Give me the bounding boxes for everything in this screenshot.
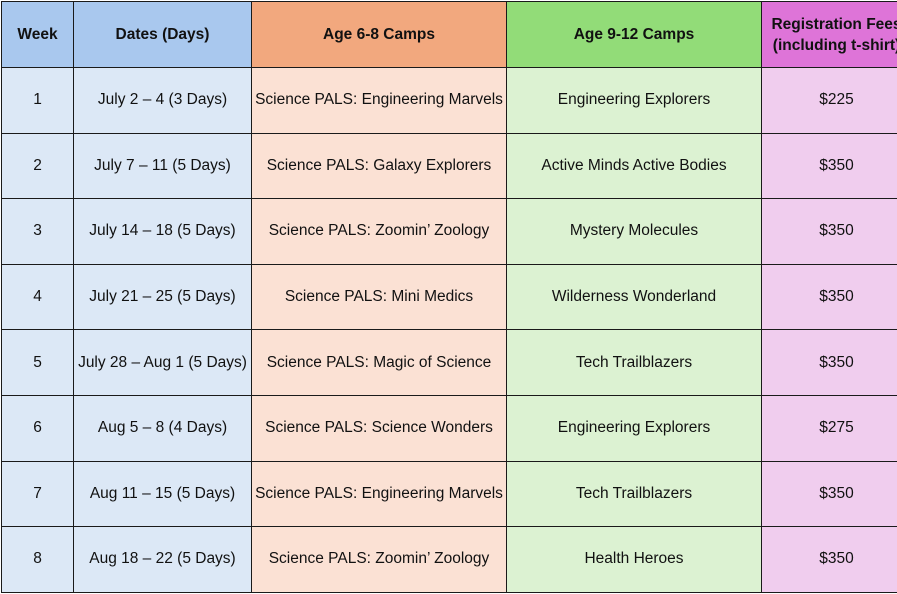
- cell-registration-fee: $275: [762, 395, 897, 461]
- cell-age-6-8-camp: Science PALS: Magic of Science: [252, 330, 507, 396]
- cell-age-6-8-camp: Science PALS: Galaxy Explorers: [252, 133, 507, 199]
- header-dates: Dates (Days): [74, 2, 252, 68]
- cell-dates: Aug 11 – 15 (5 Days): [74, 461, 252, 527]
- cell-week: 6: [2, 395, 74, 461]
- cell-age-6-8-camp: Science PALS: Engineering Marvels: [252, 461, 507, 527]
- cell-age-9-12-camp: Health Heroes: [507, 527, 762, 593]
- cell-dates: July 14 – 18 (5 Days): [74, 199, 252, 265]
- cell-registration-fee: $350: [762, 461, 897, 527]
- cell-week: 8: [2, 527, 74, 593]
- cell-age-9-12-camp: Wilderness Wonderland: [507, 264, 762, 330]
- header-fee-line-1: Registration Fees: [771, 16, 897, 33]
- cell-age-9-12-camp: Mystery Molecules: [507, 199, 762, 265]
- cell-dates: Aug 18 – 22 (5 Days): [74, 527, 252, 593]
- cell-age-9-12-camp: Tech Trailblazers: [507, 330, 762, 396]
- cell-dates: July 7 – 11 (5 Days): [74, 133, 252, 199]
- cell-age-9-12-camp: Tech Trailblazers: [507, 461, 762, 527]
- header-age-6-8-camps: Age 6-8 Camps: [252, 2, 507, 68]
- cell-week: 4: [2, 264, 74, 330]
- header-registration-fees: Registration Fees (including t-shirt): [762, 2, 897, 68]
- cell-registration-fee: $350: [762, 527, 897, 593]
- cell-dates: Aug 5 – 8 (4 Days): [74, 395, 252, 461]
- header-age-9-12-camps: Age 9-12 Camps: [507, 2, 762, 68]
- cell-dates: July 28 – Aug 1 (5 Days): [74, 330, 252, 396]
- cell-week: 7: [2, 461, 74, 527]
- cell-week: 3: [2, 199, 74, 265]
- cell-dates: July 2 – 4 (3 Days): [74, 68, 252, 134]
- cell-registration-fee: $350: [762, 199, 897, 265]
- cell-week: 5: [2, 330, 74, 396]
- cell-registration-fee: $225: [762, 68, 897, 134]
- cell-age-6-8-camp: Science PALS: Engineering Marvels: [252, 68, 507, 134]
- cell-age-6-8-camp: Science PALS: Zoomin’ Zoology: [252, 199, 507, 265]
- cell-week: 1: [2, 68, 74, 134]
- cell-age-9-12-camp: Engineering Explorers: [507, 68, 762, 134]
- cell-registration-fee: $350: [762, 133, 897, 199]
- cell-age-9-12-camp: Active Minds Active Bodies: [507, 133, 762, 199]
- table-header: Week Dates (Days) Age 6-8 Camps Age 9-12…: [2, 2, 897, 68]
- cell-age-9-12-camp: Engineering Explorers: [507, 395, 762, 461]
- header-row: Week Dates (Days) Age 6-8 Camps Age 9-12…: [2, 2, 897, 68]
- cell-age-6-8-camp: Science PALS: Mini Medics: [252, 264, 507, 330]
- cell-registration-fee: $350: [762, 264, 897, 330]
- header-week: Week: [2, 2, 74, 68]
- cell-age-6-8-camp: Science PALS: Zoomin’ Zoology: [252, 527, 507, 593]
- cell-week: 2: [2, 133, 74, 199]
- cell-age-6-8-camp: Science PALS: Science Wonders: [252, 395, 507, 461]
- cell-registration-fee: $350: [762, 330, 897, 396]
- cell-dates: July 21 – 25 (5 Days): [74, 264, 252, 330]
- header-fee-line-2: (including t-shirt): [773, 37, 897, 54]
